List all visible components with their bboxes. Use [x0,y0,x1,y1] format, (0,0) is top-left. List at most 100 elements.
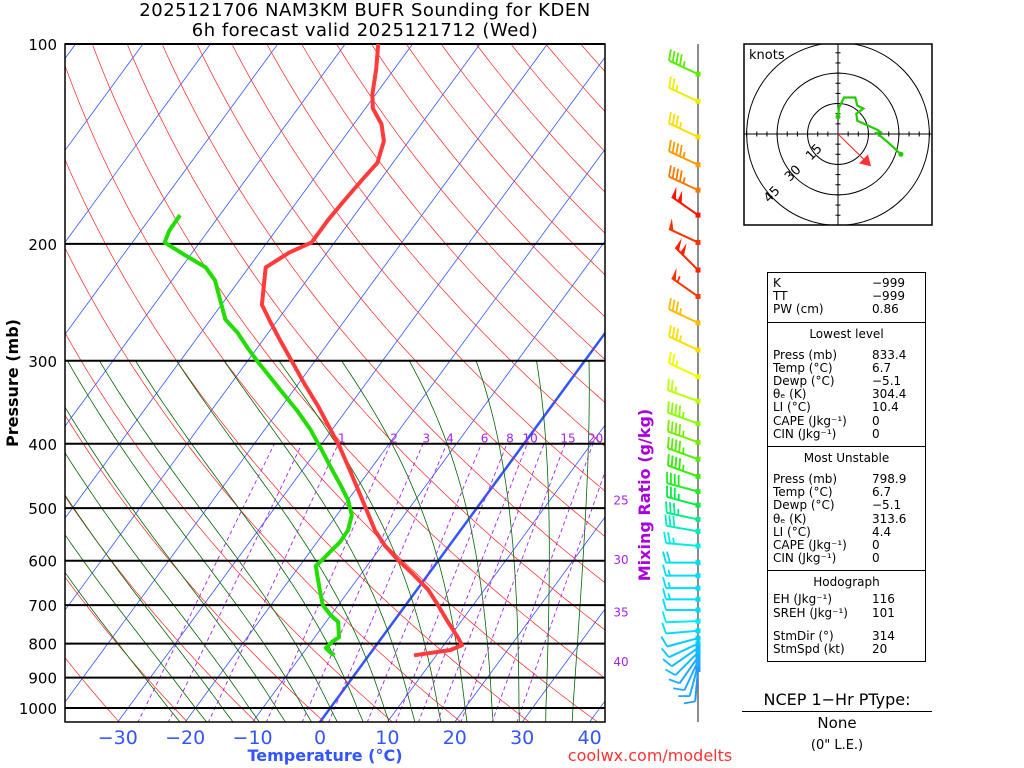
barb-full [667,436,670,449]
barb-full [671,166,676,179]
barb-full [675,52,680,65]
thetae-label: 25 [613,493,628,507]
barb-base [695,473,701,479]
credit-link[interactable]: coolwx.com/modelts [568,746,732,765]
barb-full [667,378,670,391]
mixing-ratio-label: 1 [338,431,346,445]
barb-half [672,537,675,544]
barb-full [661,622,667,634]
moist-adiabat [408,360,494,722]
mixing-ratio-line [167,443,303,722]
barb-full [683,700,696,705]
lowest-level-section: Lowest level Press (mb) 833.4 Temp (°C) 6.7 D… [768,321,925,446]
mixing-ratio-line [491,443,594,722]
stat-row: θₑ (K) 313.6 [773,512,925,526]
plot-frame [64,43,606,723]
stat-value: 20 [872,642,888,657]
stat-value: 0 [872,426,880,441]
pressure-tick-label: 1000 [19,700,57,718]
dry-adiabat [161,44,605,584]
barb-full [668,76,672,88]
mixing-ratio-line [417,443,528,722]
barb-full [671,50,676,63]
barb-full [666,551,671,563]
mixing-ratio-label: 15 [560,431,575,445]
stats-table: K −999 TT −999 PW (cm) 0.86 Lowest level Press… [767,272,926,663]
barb-base [695,596,701,602]
stat-value: 0 [872,538,880,553]
barb-base [695,421,701,427]
wind-barb [668,325,701,353]
moist-adiabat [65,571,181,722]
chart-title: 2025121706 NAM3KM BUFR Sounding for KDEN [139,0,591,21]
stat-row: θₑ (K) 304.4 [773,388,925,401]
barb-full [670,380,674,392]
pressure-tick-label: 800 [28,636,57,654]
mixing-ratio-line [207,443,339,722]
mixing-ratio-line [301,443,424,722]
barb-full [678,54,683,66]
wind-barb [665,501,701,522]
barb-staff [674,651,699,676]
stat-label: CIN (Jkg⁻¹) [773,426,837,441]
stat-value: −5.1 [872,498,902,513]
barb-full [668,297,672,310]
stat-row: Temp (°C) 6.7 [773,360,925,375]
barb-staff [671,277,699,298]
barb-full [662,576,667,589]
barb-full [668,111,672,124]
barb-full [671,141,676,154]
wind-barb [662,551,701,566]
chart-subtitle: 6h forecast valid 2025121712 (Wed) [191,20,539,41]
barb-full [662,564,667,576]
ptype-label: NCEP 1−Hr PType: [763,690,911,709]
stat-label: Press (mb) [773,347,838,362]
barb-pennant [677,190,683,204]
temperature-tick-label: −10 [233,727,273,749]
barb-staff [668,86,699,103]
stat-label: StmSpd (kt) [773,642,845,657]
barb-half [676,276,681,283]
barb-full [675,168,680,181]
barb-base [695,187,701,193]
pressure-tick-label: 300 [28,353,57,371]
barb-full [662,598,667,611]
hodograph-grid [744,44,932,225]
barb-half [674,386,677,393]
barb-full [667,401,670,413]
barb-base [695,585,701,591]
barb-full [668,325,672,337]
barb-full [668,351,672,364]
temperature-tick-label: −20 [165,727,205,749]
wind-barb [671,186,701,218]
barb-full [671,78,676,90]
barb-staff [668,308,699,324]
barb-full [671,326,676,339]
dry-adiabat [336,44,605,360]
pressure-tick-label: 400 [28,436,57,454]
temperature-tick-label: 20 [443,727,467,749]
barb-full [660,647,670,658]
barb-full [663,531,668,544]
mixing-ratio-line [265,443,392,722]
mixing-ratio-label: 4 [446,431,454,445]
x-axis-label: Temperature (°C) [247,746,402,765]
wind-barb [666,485,701,508]
wind-barb [668,76,701,104]
barb-half [682,151,686,159]
wind-barb [668,165,701,193]
pressure-gridlines [64,43,606,723]
wind-barb [661,622,701,635]
temperature-tick-label: −30 [98,727,138,749]
stat-value: 6.7 [872,360,892,375]
barb-staff [671,195,699,216]
pressure-tick-label: 500 [28,500,57,518]
dewpoint-profile [162,213,354,657]
barb-staff [666,524,699,533]
mixing-ratio-line [137,443,275,722]
barb-full [671,113,676,126]
wind-barb [662,588,701,602]
